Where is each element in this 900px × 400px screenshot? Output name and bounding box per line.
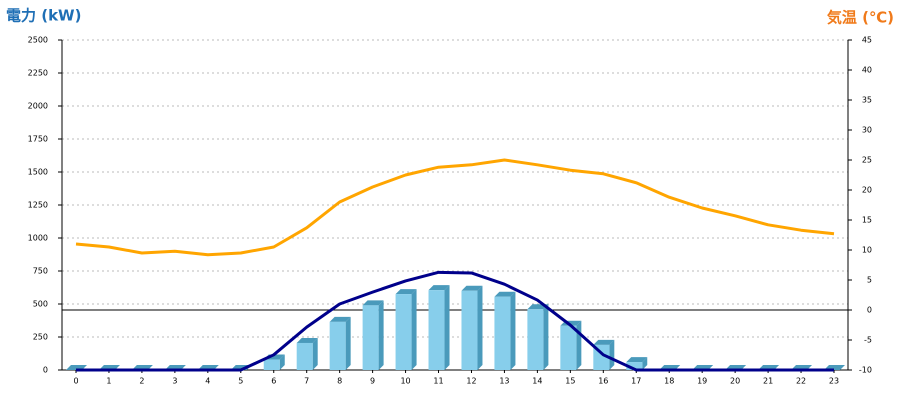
x-tick-label: 10: [400, 377, 410, 386]
x-tick-label: 14: [532, 377, 542, 386]
y2-tick-label: 20: [862, 186, 872, 195]
y-tick-label: 2250: [28, 69, 48, 78]
bar-side: [279, 354, 285, 370]
x-tick-label: 11: [433, 377, 443, 386]
y2-tick-label: 10: [862, 246, 872, 255]
x-tick-label: 20: [730, 377, 740, 386]
x-tick-label: 3: [172, 377, 177, 386]
bar-side: [576, 320, 582, 370]
bar-side: [378, 300, 384, 370]
bar: [560, 325, 577, 370]
y-tick-label: 1500: [28, 168, 48, 177]
y2-tick-label: -5: [864, 336, 872, 345]
bar-top: [593, 339, 615, 345]
x-tick-label: 7: [304, 377, 309, 386]
y-tick-label: 2000: [28, 102, 48, 111]
bar-top: [329, 316, 351, 322]
y2-tick-label: 5: [867, 276, 872, 285]
bar: [296, 342, 313, 370]
x-tick-label: 5: [238, 377, 243, 386]
bar: [626, 362, 643, 370]
bar-top: [428, 285, 450, 291]
y2-tick-label: 45: [862, 36, 872, 45]
y-tick-label: 2500: [28, 36, 48, 45]
bar-side: [477, 285, 483, 370]
x-tick-label: 8: [337, 377, 342, 386]
y2-tick-label: 30: [862, 126, 872, 135]
x-tick-label: 16: [598, 377, 608, 386]
x-tick-label: 23: [829, 377, 839, 386]
y2-tick-label: -10: [859, 366, 872, 375]
x-tick-label: 21: [763, 377, 773, 386]
y-tick-label: 250: [33, 333, 48, 342]
bar-side: [609, 339, 615, 370]
x-tick-label: 12: [466, 377, 476, 386]
bar-side: [411, 289, 417, 370]
y2-tick-label: 25: [862, 156, 872, 165]
x-tick-label: 4: [205, 377, 210, 386]
bar: [428, 290, 445, 370]
bar-side: [642, 357, 648, 370]
x-tick-label: 0: [73, 377, 78, 386]
bar: [329, 321, 346, 370]
bar: [527, 309, 544, 370]
y-tick-label: 0: [43, 366, 48, 375]
left-axis-title: 電力 (kW): [6, 7, 81, 25]
bar: [395, 294, 412, 370]
bar: [461, 290, 478, 370]
bar: [494, 296, 511, 370]
bar-top: [362, 300, 384, 306]
bar-top: [461, 285, 483, 291]
x-tick-label: 6: [271, 377, 276, 386]
y-tick-label: 1000: [28, 234, 48, 243]
bar-side: [510, 291, 516, 370]
line: [75, 158, 835, 257]
y2-tick-label: 35: [862, 96, 872, 105]
bar-top: [626, 357, 648, 363]
y-tick-label: 1250: [28, 201, 48, 210]
x-tick-label: 13: [499, 377, 509, 386]
x-tick-label: 9: [370, 377, 375, 386]
x-tick-label: 18: [664, 377, 674, 386]
bar-top: [494, 291, 516, 297]
line: [76, 270, 834, 372]
bar-side: [543, 304, 549, 370]
x-tick-label: 15: [565, 377, 575, 386]
x-tick-label: 17: [631, 377, 641, 386]
bar-side: [312, 337, 318, 370]
y2-tick-label: 0: [867, 306, 872, 315]
bar-side: [345, 316, 351, 370]
y-tick-label: 750: [33, 267, 48, 276]
y-tick-label: 500: [33, 300, 48, 309]
bar-top: [395, 289, 417, 295]
bar: [362, 305, 379, 370]
y2-tick-label: 15: [862, 216, 872, 225]
bar-top: [296, 337, 318, 343]
y2-tick-label: 40: [862, 66, 872, 75]
x-tick-label: 2: [139, 377, 144, 386]
y-tick-label: 1750: [28, 135, 48, 144]
bar: [263, 359, 280, 370]
bar-side: [444, 285, 450, 370]
x-tick-label: 19: [697, 377, 707, 386]
x-tick-label: 22: [796, 377, 806, 386]
x-tick-label: 1: [106, 377, 111, 386]
right-axis-title: 気温 (℃): [827, 9, 894, 27]
